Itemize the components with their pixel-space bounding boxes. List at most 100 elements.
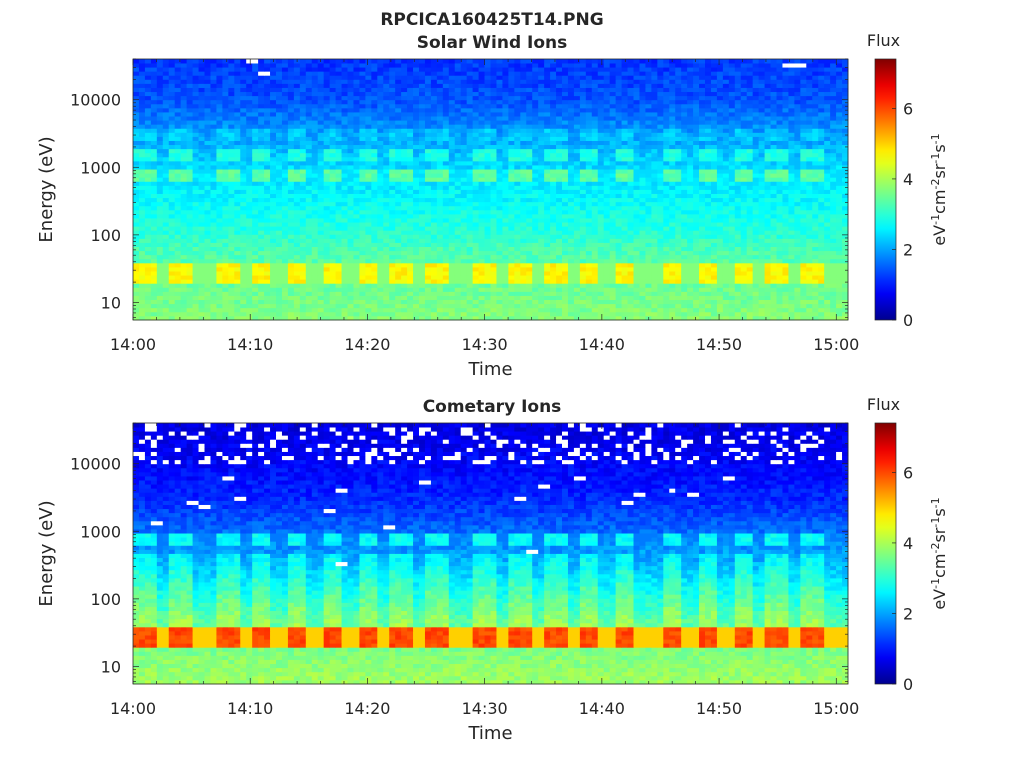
heatmap-cell [436, 201, 444, 207]
heatmap-cell [562, 279, 569, 284]
heatmap-cell [413, 303, 420, 309]
heatmap-cell [716, 218, 724, 223]
heatmap-cell [424, 275, 432, 280]
heatmap-cell [335, 258, 342, 264]
heatmap-cell [556, 279, 563, 284]
heatmap-cell [669, 266, 676, 272]
heatmap-cell [544, 295, 551, 301]
heatmap-cell [585, 315, 593, 321]
heatmap-cell [669, 283, 676, 288]
heatmap-cell [657, 279, 664, 284]
heatmap-cell [389, 299, 396, 305]
heatmap-cell [299, 213, 307, 219]
heatmap-cell [359, 262, 366, 268]
heatmap-cell [609, 197, 617, 203]
heatmap-cell [353, 299, 360, 305]
heatmap-cell [365, 311, 372, 317]
heatmap-cell [639, 201, 646, 207]
heatmap-cell [693, 181, 700, 186]
heatmap-cell [806, 246, 813, 252]
heatmap-cell [752, 165, 760, 170]
heatmap-cell [323, 193, 331, 199]
heatmap-cell [663, 250, 670, 256]
heatmap-cell [371, 271, 378, 276]
heatmap-cell [162, 209, 170, 215]
heatmap-cell [270, 169, 277, 174]
heatmap-cell [246, 173, 253, 178]
heatmap-cell [299, 258, 307, 264]
heatmap-cell [156, 160, 164, 166]
heatmap-cell [287, 287, 295, 292]
heatmap-cell [550, 213, 557, 219]
heatmap-cell [496, 181, 503, 186]
heatmap-cell [234, 160, 241, 166]
heatmap-cell [663, 266, 670, 272]
heatmap-cell [627, 205, 634, 211]
heatmap-cell [770, 250, 777, 256]
heatmap-cell [544, 303, 551, 309]
heatmap-cell [764, 258, 771, 264]
heatmap-cell [347, 262, 354, 268]
heatmap-cell [371, 246, 378, 252]
heatmap-cell [264, 177, 271, 182]
heatmap-cell [579, 279, 587, 284]
heatmap-cell [252, 189, 259, 194]
heatmap-cell [186, 283, 193, 288]
heatmap-cell [681, 275, 688, 280]
heatmap-cell [716, 311, 724, 317]
heatmap-cell [788, 275, 795, 280]
heatmap-cell [150, 238, 158, 243]
heatmap-cell [663, 160, 670, 166]
heatmap-cell [323, 258, 331, 264]
heatmap-cell [246, 266, 253, 272]
heatmap-cell [782, 315, 789, 321]
heatmap-cell [472, 193, 479, 199]
heatmap-cell [806, 230, 813, 235]
heatmap-cell [734, 160, 742, 166]
heatmap-cell [556, 222, 563, 227]
heatmap-cell [722, 283, 730, 288]
heatmap-cell [538, 230, 545, 235]
heatmap-cell [460, 209, 468, 215]
heatmap-cell [502, 242, 509, 247]
heatmap-cell [353, 242, 360, 247]
heatmap-cell [401, 262, 408, 268]
heatmap-cell [174, 279, 182, 284]
heatmap-cell [681, 181, 688, 186]
heatmap-cell [633, 315, 640, 321]
heatmap-cell [734, 201, 742, 207]
heatmap-cell [216, 315, 223, 321]
heatmap-cell [293, 266, 301, 272]
heatmap-cell [585, 185, 593, 190]
heatmap-cell [800, 222, 807, 227]
heatmap-cell [478, 160, 485, 166]
heatmap-cell [585, 169, 593, 174]
heatmap-cell [645, 181, 652, 186]
heatmap-cell [818, 291, 825, 296]
heatmap-cell [258, 160, 265, 166]
heatmap-cell [776, 246, 783, 252]
heatmap-cell [514, 246, 521, 252]
heatmap-cell [752, 295, 760, 301]
heatmap-cell [573, 160, 581, 166]
heatmap-cell [675, 209, 682, 215]
heatmap-cell [484, 218, 491, 223]
heatmap-cell [806, 238, 813, 243]
heatmap-cell [806, 291, 813, 296]
heatmap-cell [413, 279, 420, 284]
heatmap-cell [144, 299, 152, 305]
heatmap-cell [442, 271, 450, 276]
heatmap-cell [258, 275, 265, 280]
heatmap-cell [681, 307, 688, 313]
heatmap-cell [764, 303, 771, 309]
heatmap-cell [144, 254, 152, 260]
heatmap-cell [532, 283, 539, 288]
heatmap-cell [365, 307, 372, 313]
heatmap-cell [281, 230, 289, 235]
heatmap-cell [424, 266, 432, 272]
heatmap-cell [800, 287, 807, 292]
heatmap-cell [395, 148, 402, 154]
heatmap-cell [818, 299, 825, 305]
heatmap-cell [311, 254, 319, 260]
heatmap-cell [585, 165, 593, 170]
